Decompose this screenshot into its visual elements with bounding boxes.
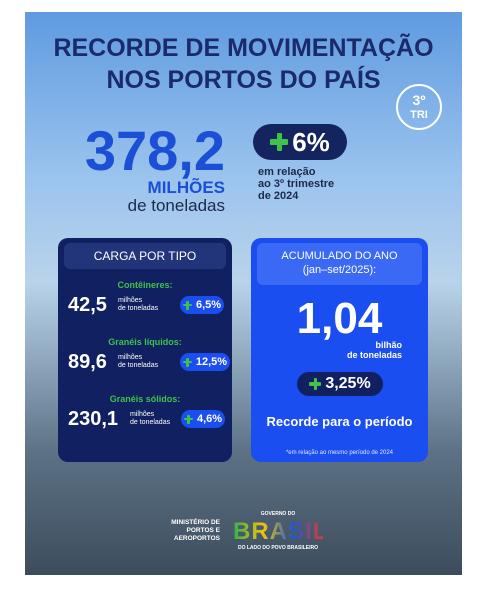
panel-title: (jan–set/2025): — [302, 264, 377, 276]
gov-slogan: DO LADO DO POVO BRASILEIRO — [237, 545, 318, 551]
accum-unit: de toneladas — [346, 350, 402, 360]
note: de 2024 — [258, 190, 299, 202]
row-unit: milhões — [118, 297, 143, 304]
plus-icon — [183, 414, 193, 424]
change-text: 3,25% — [325, 375, 371, 392]
panel-left: CARGA POR TIPO Contêineres: 42,5 milhões de… — [58, 238, 232, 462]
badge: 3º TRI — [396, 84, 442, 130]
row-label: Granéis líquidos: — [108, 337, 182, 347]
highlight-unit-sub: de toneladas — [127, 196, 225, 215]
plus-icon — [270, 133, 289, 151]
panel-title: CARGA POR TIPO — [64, 243, 226, 269]
highlight-value: 378,2 — [84, 119, 225, 182]
change-text: 12,5% — [195, 356, 228, 368]
row-value: 42,5 — [68, 294, 107, 316]
change-pill: 6,5% — [180, 296, 224, 314]
ministry-line: MINISTÉRIO DE — [171, 519, 220, 526]
change-pill: 12,5% — [180, 353, 230, 371]
panel-title: ACUMULADO DO ANO — [281, 250, 398, 262]
accum-unit: bilhão — [375, 340, 403, 350]
plus-icon — [182, 357, 192, 367]
row-label: Contêineres: — [117, 280, 173, 290]
row-unit: de toneladas — [118, 305, 159, 312]
row-label: Granéis sólidos: — [109, 394, 181, 404]
row-unit: de toneladas — [118, 362, 159, 369]
row-unit: milhões — [118, 354, 143, 361]
infographic: RECORDE DE MOVIMENTAÇÃO NOS PORTOS DO PA… — [25, 12, 462, 575]
accum-value: 1,04 — [296, 294, 383, 343]
ministry-line: AEROPORTOS — [173, 535, 220, 542]
note: em relação — [258, 166, 316, 178]
badge-text: 3º — [412, 92, 426, 108]
note: ao 3º trimestre — [258, 178, 335, 190]
plus-icon — [309, 378, 322, 390]
row-value: 230,1 — [68, 408, 119, 430]
row-value: 89,6 — [68, 351, 107, 373]
title-line: NOS PORTOS DO PAÍS — [106, 66, 381, 94]
change-pill: 3,25% — [297, 372, 383, 396]
change-text: 6% — [292, 126, 330, 157]
caption: Recorde para o período — [266, 414, 413, 429]
title-line: RECORDE DE MOVIMENTAÇÃO — [53, 34, 434, 62]
ministry: MINISTÉRIO DE PORTOS E AEROPORTOS — [171, 519, 220, 543]
row-unit: de toneladas — [130, 419, 171, 426]
ministry-line: PORTOS E — [186, 527, 220, 534]
change-text: 4,6% — [196, 413, 223, 425]
change-pill: 6% — [253, 124, 347, 160]
panel-header — [257, 243, 422, 285]
plus-icon — [182, 300, 192, 310]
change-pill: 4,6% — [181, 410, 225, 428]
highlight-unit: MILHÕES — [147, 178, 225, 197]
gov-top: GOVERNO DO — [260, 511, 296, 517]
gov-name: BRASIL — [233, 518, 329, 545]
badge-text: TRI — [410, 109, 428, 121]
footnote: *em relação ao mesmo período de 2024 — [285, 450, 394, 456]
row-unit: milhões — [130, 411, 155, 418]
panel-right: ACUMULADO DO ANO (jan–set/2025): 1,04 bi… — [251, 238, 428, 462]
change-text: 6,5% — [195, 299, 222, 311]
